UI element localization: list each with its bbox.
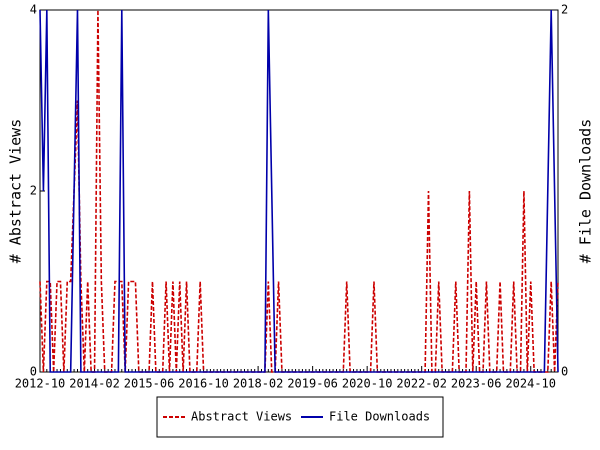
series-line [39,9,559,373]
y-tick-label: 4 [30,3,37,17]
y-tick-label: 0 [30,365,37,379]
legend-label: File Downloads [329,410,430,424]
y2-axis-title: # File Downloads [577,119,595,264]
x-tick-label: 2015-06 [124,377,175,391]
x-tick-label: 2018-02 [233,377,284,391]
x-tick-label: 2016-10 [178,377,229,391]
plot-frame [39,9,559,373]
y2-tick-label: 2 [561,3,568,17]
x-tick-label: 2014-02 [69,377,120,391]
x-tick-label: 2020-10 [342,377,393,391]
y2-tick-label: 0 [561,365,568,379]
series-line [39,9,559,373]
y-axis-title: # Abstract Views [7,119,25,264]
x-tick-label: 2024-10 [505,377,556,391]
legend-label: Abstract Views [191,410,292,424]
x-tick-label: 2012-10 [15,377,66,391]
y-tick-label: 2 [30,184,37,198]
x-tick-label: 2022-02 [396,377,447,391]
legend-box [156,396,444,438]
x-tick-label: 2023-06 [451,377,502,391]
x-tick-label: 2019-06 [287,377,338,391]
